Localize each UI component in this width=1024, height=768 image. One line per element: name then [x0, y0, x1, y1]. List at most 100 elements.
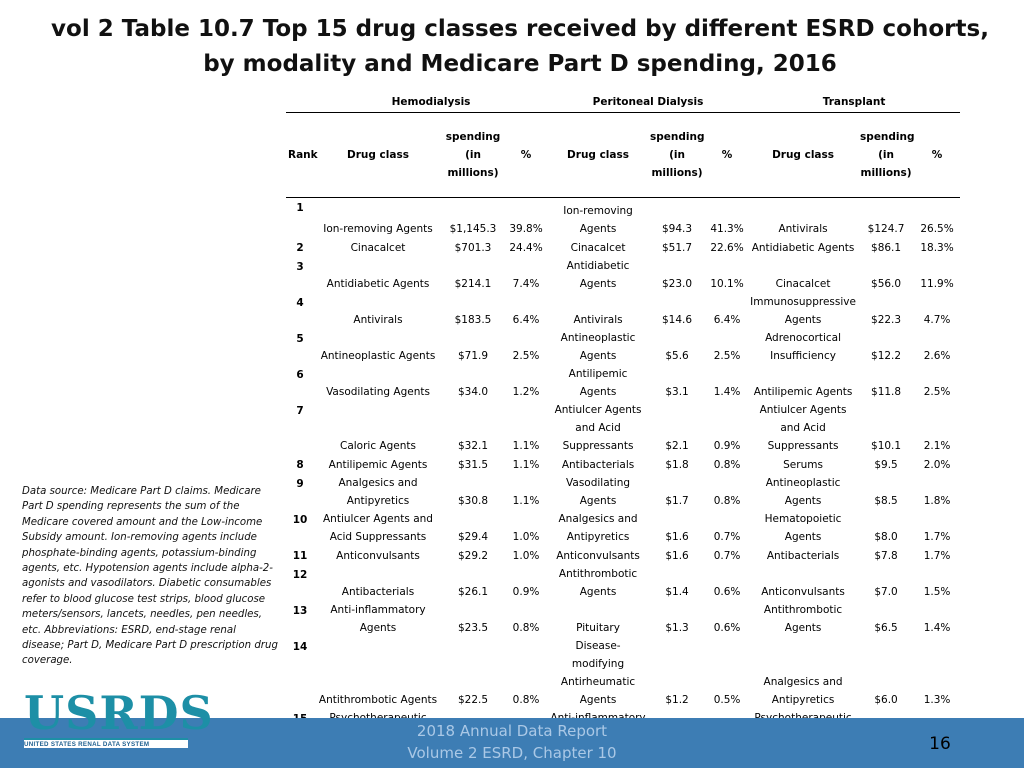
hd-percent-cell: 1.1% — [512, 440, 540, 452]
hd-drug-class-cell: Vasodilating Agents — [326, 386, 430, 398]
table-row: 12 Antibacterials $26.1 0.9% Antithrombotic … — [286, 565, 960, 601]
logo-subtitle: UNITED STATES RENAL DATA SYSTEM — [24, 738, 188, 748]
tx-drug-class-cell: Antidiabetic Agents — [751, 242, 855, 254]
hd-spending-cell: $29.2 — [457, 550, 489, 562]
rank-cell: 13 — [292, 605, 308, 617]
tx-percent-cell: 11.9% — [920, 278, 954, 290]
rank-cell: 9 — [296, 478, 304, 490]
drug-class-table: Hemodialysis Peritoneal Dialysis Transpl… — [286, 92, 961, 746]
hd-spending-cell: $183.5 — [454, 314, 492, 326]
pd-percent-cell: 0.9% — [713, 440, 741, 452]
tx-spending-cell: $8.5 — [874, 495, 898, 507]
pd-spending-cell: $51.7 — [662, 242, 693, 254]
pd-drug-class-cell: Antilipemic Agents — [568, 368, 628, 398]
pd-percent-cell: 0.8% — [713, 459, 741, 471]
rank-cell: 1 — [296, 202, 304, 214]
column-header-drug-class: Drug class — [748, 112, 859, 198]
tx-percent-cell: 2.6% — [923, 350, 951, 362]
hd-percent-cell: 2.5% — [512, 350, 540, 362]
tx-percent-cell: 4.7% — [923, 314, 951, 326]
column-header-rank: Rank — [286, 112, 318, 198]
hd-spending-cell: $1,145.3 — [449, 223, 497, 235]
group-header-row: Hemodialysis Peritoneal Dialysis Transpl… — [286, 92, 961, 113]
pd-percent-cell: 10.1% — [710, 278, 744, 290]
footer-line-2: Volume 2 ESRD, Chapter 10 — [407, 744, 617, 762]
pd-spending-cell: $14.6 — [662, 314, 693, 326]
usrds-logo: USRDS UNITED STATES RENAL DATA SYSTEM — [24, 690, 213, 748]
group-header-blank — [286, 92, 314, 113]
tx-spending-cell: $7.8 — [874, 550, 898, 562]
pd-drug-class-cell: Cinacalcet — [570, 242, 626, 254]
pd-drug-class-cell: Analgesics and Antipyretics — [558, 513, 638, 543]
tx-spending-cell: $11.8 — [871, 386, 902, 398]
hd-percent-cell: 1.0% — [512, 550, 540, 562]
tx-percent-cell: 1.5% — [923, 586, 951, 598]
tx-percent-cell: 1.3% — [923, 694, 951, 706]
tx-spending-cell: $6.5 — [874, 622, 898, 634]
pd-percent-cell: 0.6% — [713, 622, 741, 634]
tx-spending-cell: $8.0 — [874, 531, 898, 543]
hd-spending-cell: $22.5 — [457, 694, 489, 706]
data-source-note: Data source: Medicare Part D claims. Med… — [22, 486, 278, 667]
pd-spending-cell: $94.3 — [662, 223, 693, 235]
rank-cell: 3 — [296, 261, 304, 273]
pd-spending-cell: $23.0 — [662, 278, 693, 290]
table-row: 5 Antineoplastic Agents $71.9 2.5% Antineopl… — [286, 329, 960, 365]
pd-drug-class-cell: Antiulcer Agents and Acid Suppressants — [554, 404, 642, 452]
pd-spending-cell: $5.6 — [665, 350, 689, 362]
pd-percent-cell: 6.4% — [713, 314, 741, 326]
tx-spending-cell: $56.0 — [871, 278, 902, 290]
tx-drug-class-cell: Cinacalcet — [775, 278, 831, 290]
hd-spending-cell: $23.5 — [457, 622, 489, 634]
pd-spending-cell: $1.4 — [665, 586, 689, 598]
hd-drug-class-cell: Anti-inflammatory Agents — [330, 604, 426, 634]
pd-drug-class-cell: Antidiabetic Agents — [566, 260, 630, 290]
pd-drug-class-cell: Antineoplastic Agents — [560, 332, 636, 362]
tx-drug-class-cell: Serums — [783, 459, 823, 471]
table-row: 9 Analgesics and Antipyretics $30.8 1.1% Vas… — [286, 474, 960, 510]
tx-percent-cell: 1.7% — [923, 531, 951, 543]
column-header-row: Rank Drug class spending (in millions) %… — [286, 112, 961, 198]
rank-cell: 2 — [296, 242, 304, 254]
table-row: 1 Ion-removing Agents $1,145.3 39.8% Ion-rem… — [286, 198, 960, 239]
pd-percent-cell: 41.3% — [710, 223, 744, 235]
pd-spending-cell: $1.2 — [665, 694, 689, 706]
column-header-percent: % — [706, 112, 749, 198]
rank-cell: 6 — [296, 369, 304, 381]
pd-percent-cell: 0.7% — [713, 531, 741, 543]
column-header-percent: % — [504, 112, 549, 198]
column-header-percent: % — [914, 112, 961, 198]
tx-drug-class-cell: Antibacterials — [766, 550, 840, 562]
rank-cell: 5 — [296, 333, 304, 345]
page-number: 16 — [929, 734, 951, 754]
table-row: 13 Anti-inflammatory Agents $23.5 0.8% Pitui… — [286, 601, 960, 637]
group-header-hemodialysis: Hemodialysis — [314, 92, 549, 113]
pd-spending-cell: $1.6 — [665, 550, 689, 562]
hd-spending-cell: $32.1 — [457, 440, 489, 452]
hd-drug-class-cell: Cinacalcet — [350, 242, 406, 254]
tx-drug-class-cell: Anticonvulsants — [761, 586, 845, 598]
tx-spending-cell: $12.2 — [871, 350, 902, 362]
table-row: 4 Antivirals $183.5 6.4% Antivirals $14.6 6.4%… — [286, 293, 960, 329]
column-header-spending: spending (in millions) — [648, 112, 707, 198]
pd-percent-cell: 2.5% — [713, 350, 741, 362]
hd-percent-cell: 6.4% — [512, 314, 540, 326]
pd-percent-cell: 0.7% — [713, 550, 741, 562]
hd-drug-class-cell: Anticonvulsants — [336, 550, 420, 562]
rank-cell: 8 — [296, 459, 304, 471]
tx-spending-cell: $22.3 — [871, 314, 902, 326]
tx-spending-cell: $86.1 — [871, 242, 902, 254]
tx-drug-class-cell: Adrenocortical Insufficiency — [765, 332, 842, 362]
pd-drug-class-cell: Disease-modifying Antirheumatic Agents — [560, 640, 636, 706]
tx-drug-class-cell: Antivirals — [778, 223, 828, 235]
hd-spending-cell: $26.1 — [457, 586, 489, 598]
tx-drug-class-cell: Antineoplastic Agents — [765, 477, 841, 507]
pd-drug-class-cell: Antivirals — [573, 314, 623, 326]
hd-drug-class-cell: Antilipemic Agents — [328, 459, 428, 471]
tx-drug-class-cell: Analgesics and Antipyretics — [763, 676, 843, 706]
hd-percent-cell: 1.2% — [512, 386, 540, 398]
hd-percent-cell: 7.4% — [512, 278, 540, 290]
tx-percent-cell: 1.4% — [923, 622, 951, 634]
group-header-transplant: Transplant — [748, 92, 961, 113]
table-row: 10 Antiulcer Agents and Acid Suppressants… — [286, 510, 960, 546]
